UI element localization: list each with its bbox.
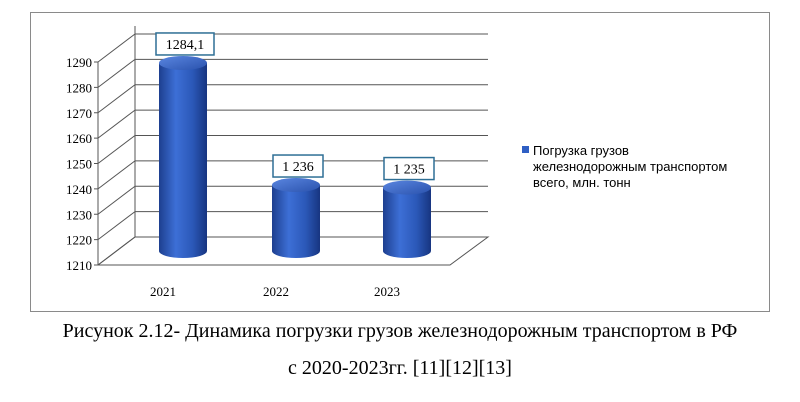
data-label: 1 236 bbox=[282, 160, 314, 175]
x-tick-label: 2023 bbox=[374, 284, 400, 299]
gridline-diagonal bbox=[97, 84, 136, 114]
data-label-box bbox=[272, 154, 324, 178]
bar-chart: 1290 1280 1270 1260 1250 1240 1230 1220 1210 2021… bbox=[66, 26, 727, 299]
data-label-box bbox=[155, 32, 215, 56]
y-tick-label: 1270 bbox=[66, 106, 92, 121]
y-tick-label: 1240 bbox=[66, 182, 92, 197]
y-tick-label: 1210 bbox=[66, 258, 92, 273]
y-tick-label: 1220 bbox=[66, 233, 92, 248]
gridline-diagonal bbox=[97, 33, 136, 63]
y-tick-label: 1290 bbox=[66, 55, 92, 70]
chart-floor bbox=[96, 236, 490, 266]
bars bbox=[159, 55, 431, 258]
bar-2022 bbox=[272, 185, 320, 258]
gridline-diagonal bbox=[97, 58, 136, 88]
y-tick-label: 1230 bbox=[66, 207, 92, 222]
y-tick-label: 1260 bbox=[66, 131, 92, 146]
gridline-diagonal bbox=[97, 109, 136, 139]
legend-label: железнодорожным транспортом bbox=[533, 159, 727, 174]
figure-caption-line-2: с 2020-2023гг. [11][12][13] bbox=[288, 357, 512, 379]
axes: 1290 1280 1270 1260 1250 1240 1230 1220 1210 2021… bbox=[66, 26, 490, 299]
data-label-box bbox=[383, 156, 435, 181]
data-label: 1284,1 bbox=[166, 38, 205, 53]
gridline-diagonal bbox=[97, 135, 136, 164]
legend-label: Погрузка грузов bbox=[533, 143, 629, 158]
x-tick-label: 2021 bbox=[150, 284, 176, 299]
bar-2021 bbox=[159, 62, 207, 258]
gridline-diagonal bbox=[97, 211, 136, 241]
bar-cap-2022 bbox=[272, 178, 320, 193]
legend-swatch bbox=[522, 146, 529, 153]
bar-cap-2021 bbox=[159, 55, 207, 70]
bar-cap-2023 bbox=[383, 180, 431, 195]
data-label: 1 235 bbox=[393, 163, 425, 178]
figure-caption-line-1: Рисунок 2.12- Динамика погрузки грузов ж… bbox=[62, 320, 738, 342]
y-tick-label: 1280 bbox=[66, 80, 92, 95]
data-labels: 1284,1 1 236 1 235 bbox=[155, 32, 435, 181]
legend-label: всего, млн. тонн bbox=[533, 175, 631, 190]
gridline-diagonal bbox=[97, 185, 136, 215]
x-tick-label: 2022 bbox=[263, 284, 289, 299]
bar-2023 bbox=[383, 187, 431, 258]
y-tick-label: 1250 bbox=[66, 157, 92, 172]
gridline-diagonal bbox=[97, 160, 136, 190]
